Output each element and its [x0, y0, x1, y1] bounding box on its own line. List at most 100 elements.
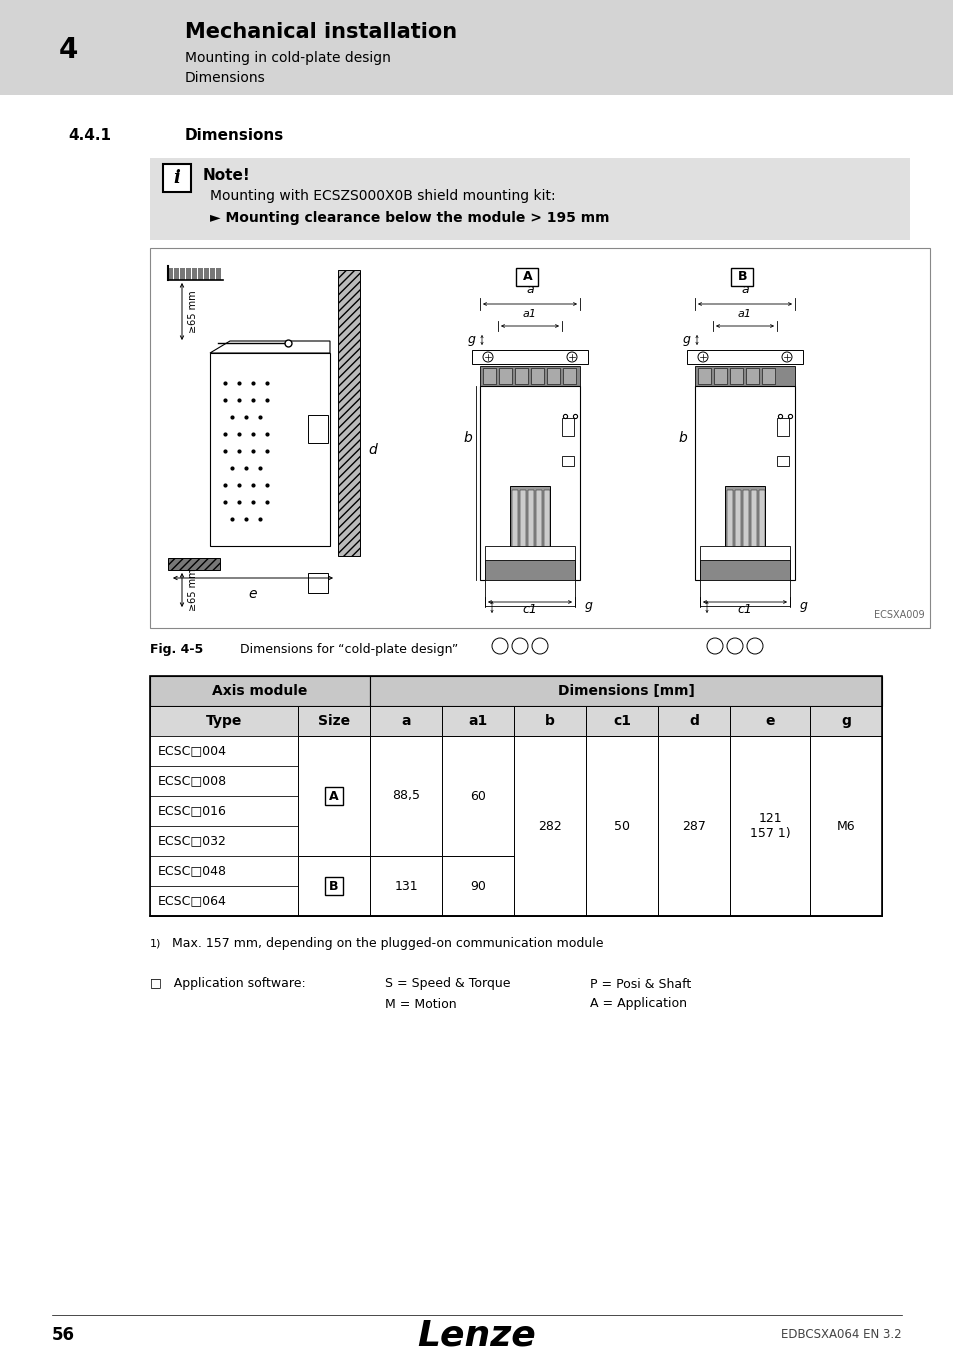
- Bar: [729, 796, 809, 826]
- Text: g: g: [800, 599, 807, 613]
- Bar: [173, 269, 179, 279]
- Bar: [514, 706, 585, 736]
- Text: Max. 157 mm, depending on the plugged-on communication module: Max. 157 mm, depending on the plugged-on…: [172, 937, 603, 950]
- Circle shape: [746, 639, 762, 653]
- Bar: [809, 736, 882, 765]
- Text: P = Posi & Shaft: P = Posi & Shaft: [589, 977, 691, 991]
- Bar: [163, 163, 191, 192]
- Bar: [543, 490, 550, 562]
- Bar: [370, 856, 441, 917]
- Bar: [484, 560, 575, 580]
- Bar: [441, 796, 514, 826]
- Text: b: b: [463, 431, 472, 446]
- Text: a: a: [401, 714, 411, 728]
- Bar: [585, 736, 658, 765]
- Bar: [730, 269, 752, 286]
- Bar: [695, 366, 794, 386]
- Bar: [536, 490, 541, 562]
- Bar: [441, 765, 514, 796]
- Bar: [585, 736, 658, 917]
- Text: Mounting with ECSZS000X0B shield mounting kit:: Mounting with ECSZS000X0B shield mountin…: [210, 189, 555, 202]
- Bar: [297, 706, 370, 736]
- Bar: [658, 886, 729, 917]
- Text: 90: 90: [470, 879, 485, 892]
- Text: ECSC□032: ECSC□032: [158, 834, 227, 848]
- Text: Mechanical installation: Mechanical installation: [185, 22, 456, 42]
- Text: A: A: [522, 270, 533, 284]
- Text: ► Mounting clearance below the module > 195 mm: ► Mounting clearance below the module > …: [210, 211, 609, 225]
- Bar: [658, 706, 729, 736]
- Bar: [210, 352, 330, 545]
- Bar: [215, 269, 221, 279]
- Bar: [441, 886, 514, 917]
- Bar: [809, 826, 882, 856]
- Bar: [441, 736, 514, 765]
- Bar: [479, 386, 579, 580]
- Text: Dimensions: Dimensions: [185, 127, 284, 143]
- Text: a1: a1: [522, 309, 537, 319]
- Bar: [150, 856, 297, 886]
- Bar: [150, 886, 297, 917]
- Text: 1): 1): [150, 940, 161, 949]
- Text: 121
157 1): 121 157 1): [749, 811, 789, 840]
- Bar: [734, 490, 740, 562]
- Text: e: e: [249, 587, 257, 601]
- Bar: [809, 706, 882, 736]
- Text: g: g: [841, 714, 850, 728]
- Bar: [297, 736, 370, 765]
- Text: 4.4.1: 4.4.1: [68, 127, 111, 143]
- Text: ECSC□064: ECSC□064: [158, 895, 227, 907]
- Text: a: a: [740, 284, 748, 296]
- Bar: [370, 736, 441, 856]
- Text: a: a: [526, 284, 534, 296]
- Bar: [150, 796, 297, 826]
- Text: a1: a1: [468, 714, 487, 728]
- Bar: [297, 856, 370, 886]
- Text: Dimensions: Dimensions: [185, 72, 266, 85]
- Bar: [150, 706, 297, 736]
- Circle shape: [698, 352, 707, 362]
- Text: g: g: [584, 599, 592, 613]
- Bar: [210, 269, 214, 279]
- Bar: [441, 706, 514, 736]
- Bar: [531, 369, 543, 383]
- Bar: [750, 490, 757, 562]
- Text: e: e: [764, 714, 774, 728]
- Bar: [724, 486, 764, 566]
- Bar: [695, 386, 794, 580]
- Bar: [150, 248, 929, 628]
- Bar: [150, 676, 370, 706]
- Circle shape: [532, 639, 547, 653]
- Bar: [514, 856, 585, 886]
- Text: 282: 282: [537, 819, 561, 833]
- Bar: [297, 826, 370, 856]
- Bar: [729, 736, 809, 917]
- Text: d: d: [368, 443, 376, 456]
- Bar: [585, 796, 658, 826]
- Bar: [441, 736, 514, 856]
- Text: □   Application software:: □ Application software:: [150, 977, 305, 991]
- Bar: [370, 765, 441, 796]
- Bar: [370, 736, 441, 765]
- Bar: [514, 886, 585, 917]
- Bar: [585, 706, 658, 736]
- Text: 60: 60: [470, 790, 485, 802]
- Circle shape: [706, 639, 722, 653]
- Bar: [809, 856, 882, 886]
- Bar: [472, 350, 587, 365]
- Bar: [776, 418, 788, 436]
- Bar: [514, 826, 585, 856]
- Circle shape: [492, 639, 507, 653]
- Bar: [585, 886, 658, 917]
- Text: M6: M6: [836, 819, 855, 833]
- Text: Size: Size: [317, 714, 350, 728]
- Bar: [498, 369, 512, 383]
- Bar: [370, 886, 441, 917]
- Bar: [441, 856, 514, 886]
- Text: EDBCSXA064 EN 3.2: EDBCSXA064 EN 3.2: [781, 1328, 901, 1342]
- Bar: [713, 369, 726, 383]
- Bar: [514, 736, 585, 765]
- Bar: [308, 572, 328, 593]
- Bar: [484, 545, 575, 606]
- Bar: [729, 736, 809, 765]
